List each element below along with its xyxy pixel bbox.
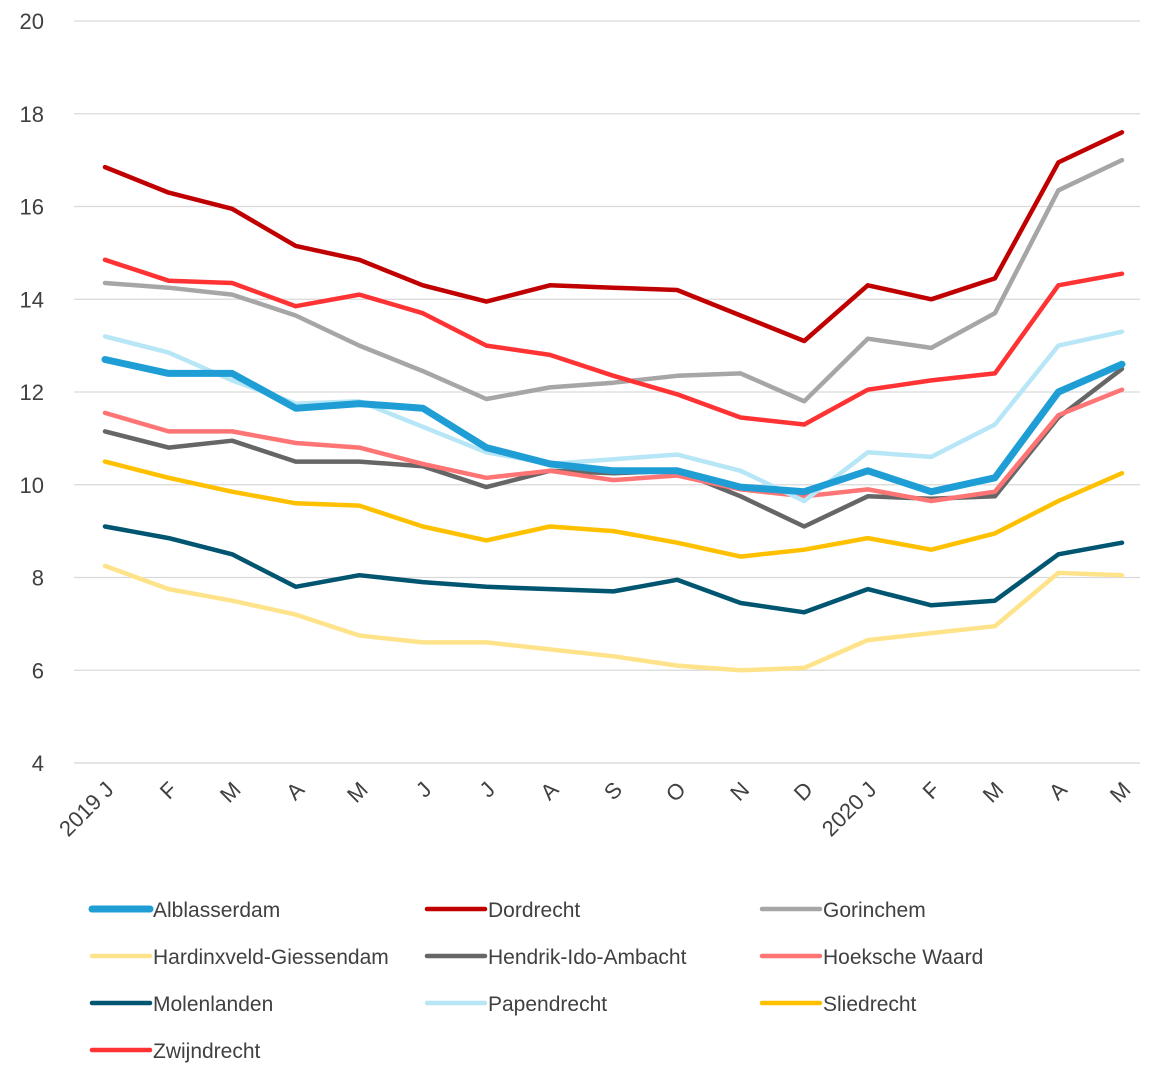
series-line-hardinxveld-giessendam: [102, 563, 1125, 673]
series-line-gorinchem: [102, 157, 1125, 404]
series-line-papendrecht: [102, 329, 1125, 504]
series-lines: [101, 130, 1126, 673]
legend-label-papendrecht: Papendrecht: [488, 993, 607, 1016]
series-line-sliedrecht: [102, 459, 1125, 559]
x-tick-label: M: [342, 777, 373, 808]
series-line-molenlanden: [102, 524, 1125, 615]
series-line-alblasserdam: [101, 356, 1126, 496]
series-line-zwijndrecht: [102, 257, 1125, 427]
legend-label-dordrecht: Dordrecht: [488, 899, 580, 922]
y-tick-label: 10: [20, 473, 44, 498]
y-tick-label: 6: [32, 658, 44, 683]
x-tick-label: 2020 J: [817, 777, 881, 841]
series-line-hoeksche-waard: [102, 387, 1125, 504]
y-tick-label: 14: [20, 287, 44, 312]
x-tick-label: M: [1105, 777, 1136, 808]
x-tick-label: A: [535, 777, 563, 805]
series-line-dordrecht: [102, 130, 1125, 344]
x-tick-label: F: [155, 777, 182, 804]
legend: Alblasserdam Dordrecht Gorinchem Hardinxvel…: [88, 899, 983, 1063]
x-tick-label: M: [215, 777, 246, 808]
legend-label-sliedrecht: Sliedrecht: [823, 993, 917, 1016]
y-tick-label: 18: [20, 102, 44, 127]
legend-label-hoeksche-waard: Hoeksche Waard: [823, 946, 983, 969]
x-tick-label: J: [411, 777, 436, 802]
gridlines: [74, 20, 1140, 764]
legend-label-molenlanden: Molenlanden: [153, 993, 273, 1016]
y-tick-label: 16: [20, 195, 44, 220]
x-tick-label: F: [918, 777, 945, 804]
x-tick-label: D: [789, 777, 818, 806]
x-tick-label: J: [474, 777, 499, 802]
legend-label-alblasserdam: Alblasserdam: [153, 899, 280, 922]
legend-label-gorinchem: Gorinchem: [823, 899, 926, 922]
y-tick-label: 8: [32, 566, 44, 591]
x-axis: 2019 J F M A M J J A S O N D 2020 J F M A M: [54, 762, 1140, 841]
legend-label-hendrik-ido-ambacht: Hendrik-Ido-Ambacht: [488, 946, 687, 969]
x-tick-label: N: [725, 777, 754, 806]
x-tick-label: A: [281, 777, 309, 805]
x-tick-label: S: [599, 777, 627, 805]
legend-label-hardinxveld-giessendam: Hardinxveld-Giessendam: [153, 946, 389, 969]
y-tick-label: 4: [32, 751, 44, 776]
x-tick-label: 2019 J: [54, 777, 118, 841]
y-axis-tick-labels: 4 6 8 10 12 14 16 18 20: [20, 9, 44, 776]
y-tick-label: 12: [20, 380, 44, 405]
x-tick-label: A: [1044, 777, 1072, 805]
y-tick-label: 20: [20, 9, 44, 34]
x-tick-label: O: [661, 777, 691, 807]
x-tick-label: M: [978, 777, 1009, 808]
legend-label-zwijndrecht: Zwijndrecht: [153, 1040, 261, 1063]
